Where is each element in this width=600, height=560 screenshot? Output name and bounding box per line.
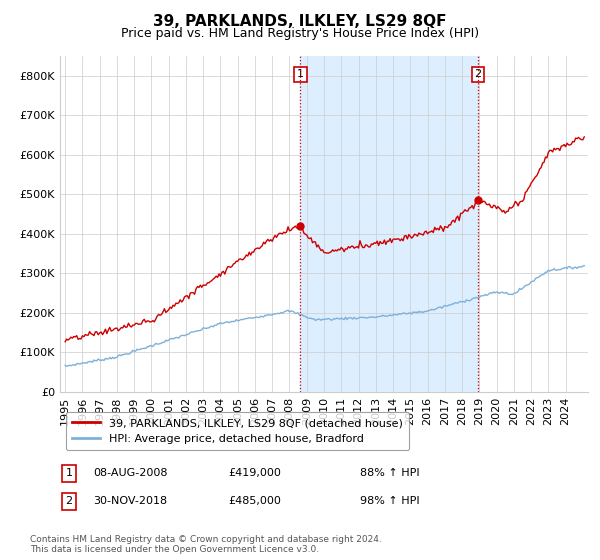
Text: 2: 2 <box>474 69 481 80</box>
Text: 30-NOV-2018: 30-NOV-2018 <box>93 496 167 506</box>
Text: 08-AUG-2008: 08-AUG-2008 <box>93 468 167 478</box>
Text: £485,000: £485,000 <box>228 496 281 506</box>
Text: £419,000: £419,000 <box>228 468 281 478</box>
Text: Contains HM Land Registry data © Crown copyright and database right 2024.
This d: Contains HM Land Registry data © Crown c… <box>30 535 382 554</box>
Text: 1: 1 <box>297 69 304 80</box>
Text: 1: 1 <box>65 468 73 478</box>
Text: Price paid vs. HM Land Registry's House Price Index (HPI): Price paid vs. HM Land Registry's House … <box>121 27 479 40</box>
Text: 2: 2 <box>65 496 73 506</box>
Legend: 39, PARKLANDS, ILKLEY, LS29 8QF (detached house), HPI: Average price, detached h: 39, PARKLANDS, ILKLEY, LS29 8QF (detache… <box>65 412 409 450</box>
Text: 39, PARKLANDS, ILKLEY, LS29 8QF: 39, PARKLANDS, ILKLEY, LS29 8QF <box>153 14 447 29</box>
Text: 88% ↑ HPI: 88% ↑ HPI <box>360 468 419 478</box>
Text: 98% ↑ HPI: 98% ↑ HPI <box>360 496 419 506</box>
Bar <box>300 56 478 392</box>
